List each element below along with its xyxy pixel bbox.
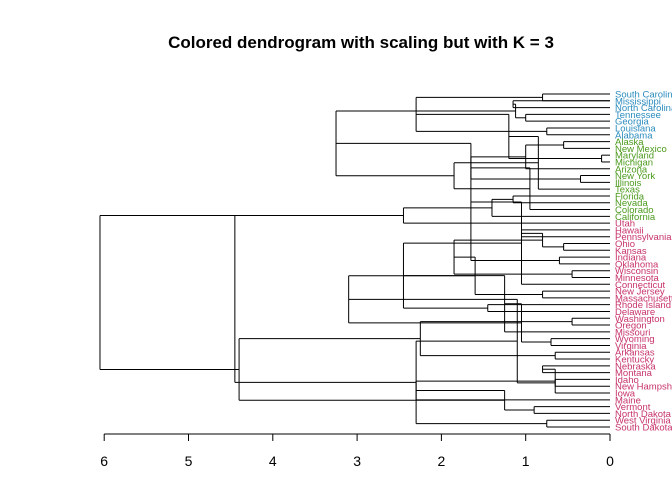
leaf-label: New Hampshire <box>615 382 672 393</box>
leaf-label: Nevada <box>615 198 648 209</box>
leaf-label: Delaware <box>615 307 655 318</box>
leaf-label: Wyoming <box>615 334 655 345</box>
leaf-label: Colorado <box>615 205 654 216</box>
chart-title: Colored dendrogram with scaling but with… <box>168 33 554 52</box>
leaf-label: Wisconsin <box>615 266 658 277</box>
leaf-label: Georgia <box>615 117 650 128</box>
leaf-label: North Carolina <box>615 103 672 114</box>
x-axis: 6 5 4 3 2 1 0 <box>100 433 614 469</box>
leaf-label: Michigan <box>615 157 653 168</box>
leaf-label: Virginia <box>615 341 647 352</box>
leaf-label: Kentucky <box>615 355 654 366</box>
tick-label: 6 <box>100 453 108 469</box>
leaf-label: Oklahoma <box>615 259 659 270</box>
leaf-label: Hawaii <box>615 225 644 236</box>
leaf-label: Massachusetts <box>615 293 672 304</box>
leaf-label: Montana <box>615 368 653 379</box>
leaf-label: Mississippi <box>615 96 661 107</box>
leaf-label: New York <box>615 171 655 182</box>
leaf-label: Washington <box>615 314 665 325</box>
tick-label: 3 <box>353 453 361 469</box>
tick-label: 4 <box>269 453 277 469</box>
leaf-label: Louisiana <box>615 123 656 134</box>
leaf-label: West Virginia <box>615 416 671 427</box>
leaf-label: South Carolina <box>615 90 672 101</box>
leaf-label: Minnesota <box>615 273 660 284</box>
leaf-label: Utah <box>615 219 635 230</box>
leaf-label: Alabama <box>615 130 653 141</box>
leaf-label: Arkansas <box>615 348 655 359</box>
leaf-label: Florida <box>615 191 645 202</box>
leaf-label: Rhode Island <box>615 300 671 311</box>
leaf-label: Tennessee <box>615 110 661 121</box>
leaf-label: Alaska <box>615 137 644 148</box>
leaf-label: North Dakota <box>615 409 672 420</box>
tick-label: 1 <box>522 453 530 469</box>
leaf-label: California <box>615 212 656 223</box>
leaf-label: Nebraska <box>615 361 656 372</box>
leaf-label: Kansas <box>615 246 647 257</box>
leaf-label: Missouri <box>615 327 650 338</box>
leaf-label: Maryland <box>615 151 654 162</box>
leaf-label: Indiana <box>615 253 647 264</box>
leaf-label: Illinois <box>615 178 642 189</box>
leaf-label: Iowa <box>615 389 636 400</box>
leaf-label: Maine <box>615 395 641 406</box>
leaf-label: New Jersey <box>615 287 665 298</box>
leaf-label: Oregon <box>615 321 647 332</box>
leaf-label: Pennsylvania <box>615 232 672 243</box>
leaf-label: Connecticut <box>615 280 666 291</box>
leaf-label: South Dakota <box>615 423 672 434</box>
leaf-label: Texas <box>615 185 640 196</box>
leaf-label: New Mexico <box>615 144 667 155</box>
tick-label: 2 <box>438 453 446 469</box>
dendrogram-branches <box>99 93 610 428</box>
leaf-label: Vermont <box>615 402 651 413</box>
leaf-label: Ohio <box>615 239 635 250</box>
leaf-label: Idaho <box>615 375 639 386</box>
tick-label: 0 <box>606 453 614 469</box>
tick-label: 5 <box>185 453 193 469</box>
leaf-label: Arizona <box>615 164 648 175</box>
